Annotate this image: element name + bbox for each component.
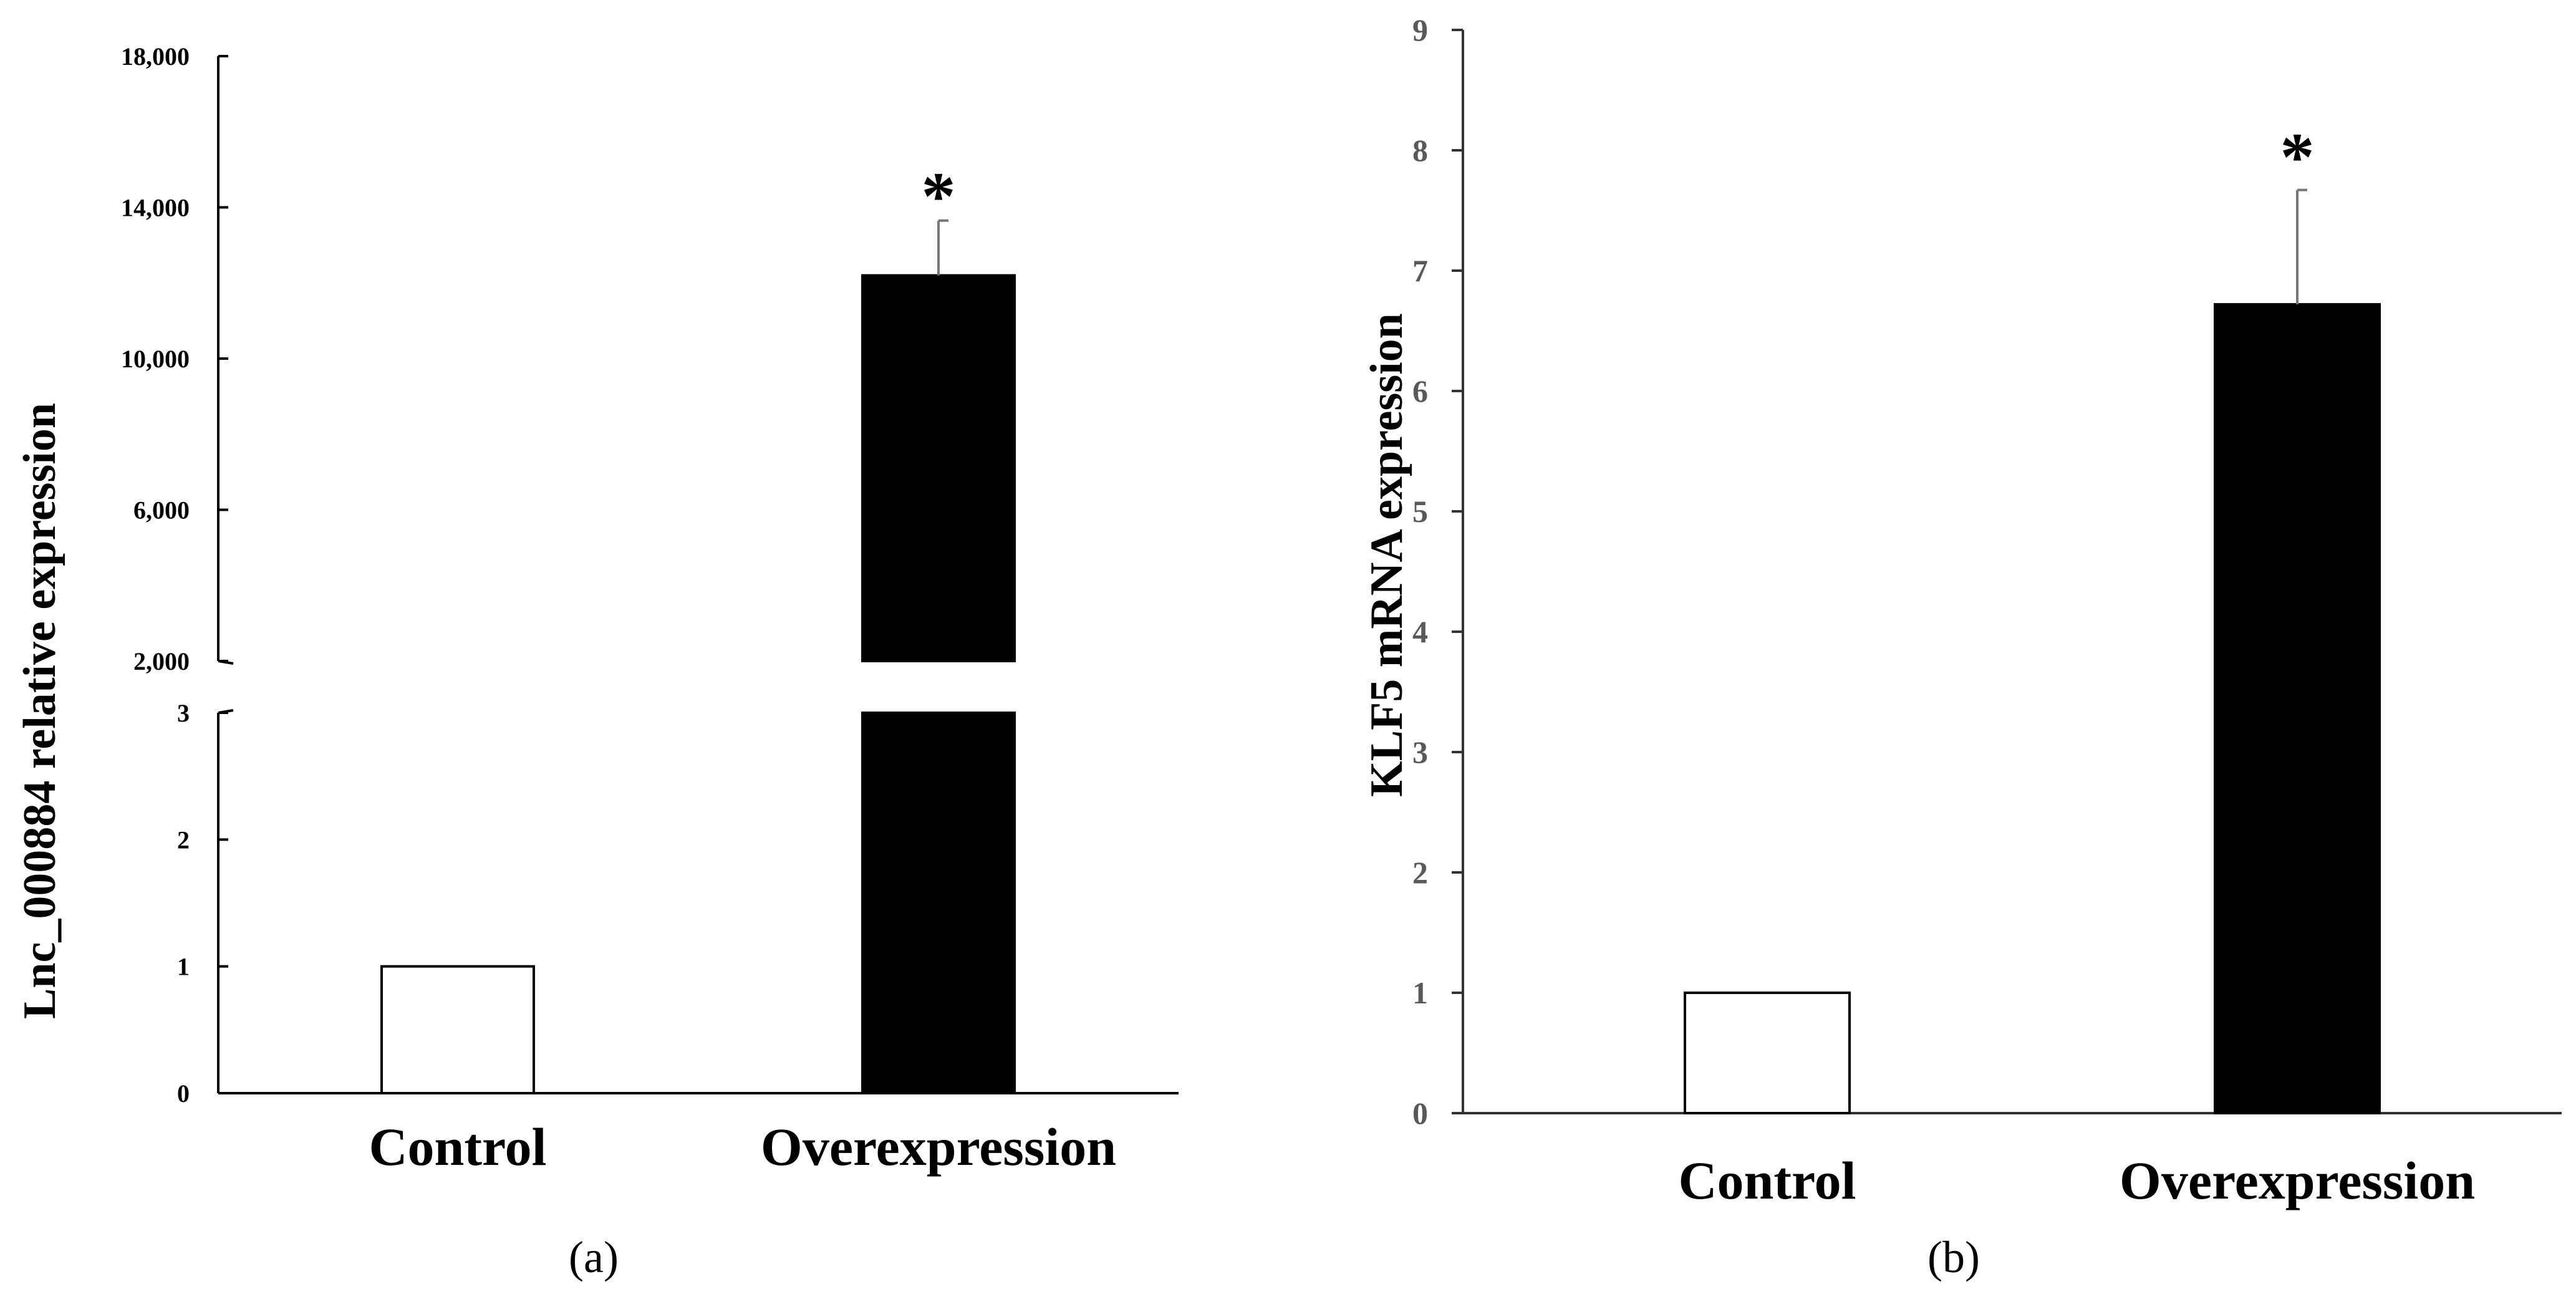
chart-a-ytick-label-upper: 14,000	[121, 194, 190, 222]
chart-b-bar-0	[1684, 992, 1851, 1114]
chart-a-ytick-label-lower: 1	[177, 953, 190, 981]
chart-b-ytick-label: 8	[1412, 133, 1428, 168]
chart-b-ytick-label: 7	[1412, 253, 1428, 288]
chart-a-bar-upper-1	[861, 274, 1016, 662]
chart-b-bar-1	[2214, 303, 2381, 1114]
chart-a-ytick-label-lower: 2	[177, 826, 190, 854]
chart-a-axis-break-upper	[218, 660, 234, 665]
chart-a-ytick-label-lower: 0	[177, 1079, 190, 1108]
chart-a-axis-break-lower	[218, 709, 234, 714]
chart-b-panel-label: (b)	[1927, 1232, 1980, 1282]
chart-b-ytick-label: 6	[1412, 374, 1428, 408]
chart-a-ytick-label-upper: 2,000	[133, 647, 190, 675]
chart-a-xtick-label-0: Control	[369, 1117, 546, 1177]
chart-b-ytick-label: 3	[1412, 735, 1428, 770]
chart-a-ylabel: Lnc_000884 relative expression	[14, 403, 65, 1019]
chart-a-significance-1: *	[922, 158, 956, 234]
chart-a-bar-lower-1	[861, 712, 1016, 1094]
chart-b-ytick-label: 9	[1412, 12, 1428, 47]
chart-b: KLF5 mRNA expression (b) 0 1 2 3 4 5 6 7 8 9 Contr…	[1361, 12, 2562, 1282]
chart-b-ylabel: KLF5 mRNA expression	[1361, 313, 1412, 797]
chart-b-ytick-label: 1	[1412, 975, 1428, 1010]
chart-a-xtick-label-1: Overexpression	[761, 1117, 1116, 1177]
chart-a-ytick-label-upper: 10,000	[121, 345, 190, 373]
chart-b-ytick-label: 5	[1412, 494, 1428, 529]
chart-b-ytick-label: 4	[1412, 614, 1428, 649]
chart-b-xtick-label-1: Overexpression	[2120, 1151, 2475, 1210]
chart-a-ytick-label-lower: 3	[177, 699, 190, 727]
chart-b-xtick-label-0: Control	[1678, 1151, 1856, 1210]
chart-a-ytick-label-upper: 6,000	[133, 496, 190, 524]
chart-b-ytick-label: 2	[1412, 855, 1428, 890]
chart-b-significance-1: *	[2280, 119, 2315, 195]
chart-a-bar-lower-0	[380, 965, 535, 1094]
chart-a: Lnc_000884 relative expression (a) 0 1 2 3 2…	[14, 42, 1179, 1282]
chart-b-ytick-label: 0	[1412, 1096, 1428, 1131]
chart-a-panel-label: (a)	[569, 1232, 619, 1282]
chart-a-ytick-label-upper: 18,000	[121, 42, 190, 70]
